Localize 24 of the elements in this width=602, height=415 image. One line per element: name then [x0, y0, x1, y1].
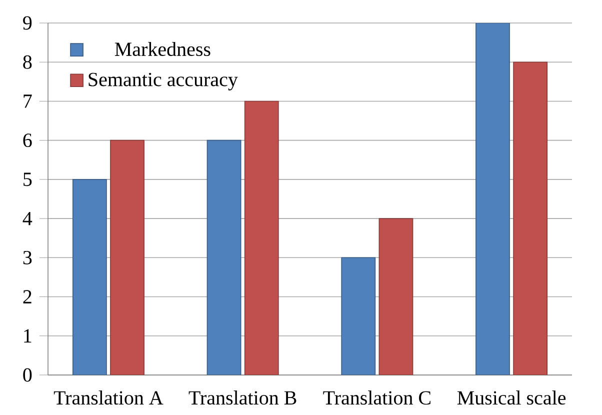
bar — [341, 257, 376, 375]
x-tick-label: Translation A — [54, 390, 164, 405]
y-tick-label: 0 — [23, 368, 32, 382]
legend-label: Semantic accuracy — [88, 72, 238, 90]
x-tick-label: Translation C — [323, 390, 430, 405]
bar — [513, 62, 548, 375]
bar — [476, 23, 510, 375]
y-tick-label: 9 — [23, 16, 32, 30]
y-tick-label: 6 — [23, 134, 32, 148]
y-tick-label: 3 — [23, 250, 32, 264]
y-tick-label: 8 — [23, 55, 32, 69]
x-tick-label: Translation B — [188, 390, 296, 405]
bar — [206, 140, 242, 375]
bar — [72, 179, 107, 375]
bar — [378, 218, 414, 375]
y-tick-label: 5 — [24, 172, 32, 186]
y-tick-label: 1 — [24, 329, 32, 342]
bar — [110, 140, 144, 375]
bar — [244, 100, 279, 375]
y-tick-label: 7 — [24, 94, 32, 108]
legend-label: Markedness — [114, 42, 210, 56]
x-tick-label: Musical scale — [457, 390, 566, 405]
y-tick-label: 4 — [22, 212, 32, 226]
y-tick-label: 2 — [23, 290, 32, 304]
